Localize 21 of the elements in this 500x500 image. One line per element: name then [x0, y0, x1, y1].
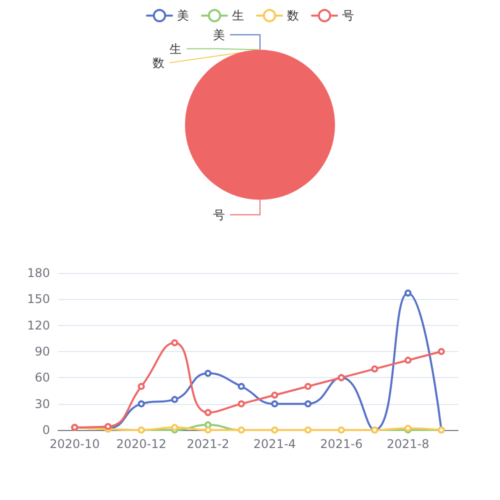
x-tick-label: 2020-12 [116, 437, 166, 451]
legend-label: 号 [342, 8, 354, 23]
y-tick-label: 0 [42, 423, 50, 437]
x-tick-label: 2021-2 [186, 437, 230, 451]
x-tick-label: 2021-8 [386, 437, 430, 451]
y-tick-label: 120 [27, 318, 50, 332]
legend-label: 美 [213, 28, 225, 42]
y-tick-label: 60 [34, 370, 50, 385]
x-tick-label: 2020-10 [50, 437, 100, 451]
x-tick-label: 2021-4 [253, 437, 296, 451]
y-tick-label: 150 [27, 292, 50, 306]
y-tick-label: 180 [27, 266, 50, 280]
legend-label: 数 [287, 8, 299, 23]
legend-label: 美 [177, 8, 189, 23]
x-tick-label: 2021-6 [320, 437, 363, 451]
y-tick-label: 90 [34, 344, 50, 358]
slice-label: 号 [213, 208, 225, 222]
category-label: 生 [170, 42, 182, 56]
category-label: 数 [152, 56, 165, 70]
legend-label: 生 [232, 8, 244, 23]
y-tick-label: 30 [34, 396, 50, 411]
